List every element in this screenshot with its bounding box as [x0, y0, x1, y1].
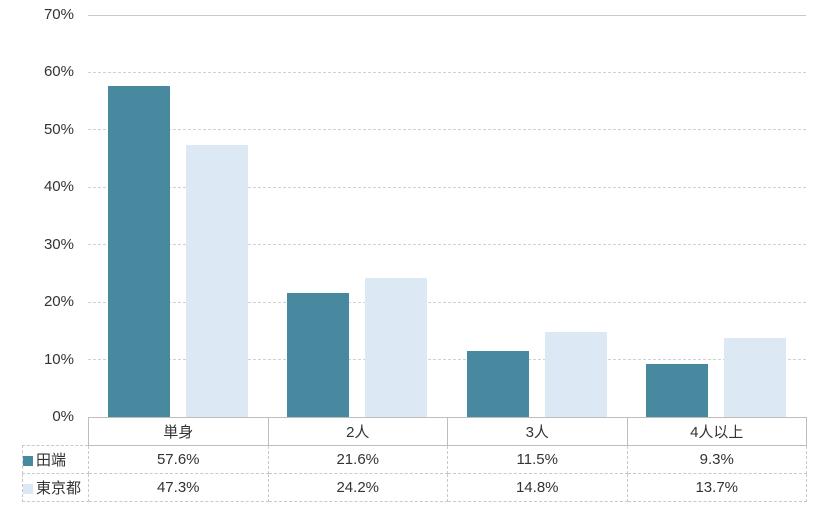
series-name-tabata: 田端	[36, 452, 67, 469]
category-label-4nin-ijou: 4人以上	[626, 417, 807, 446]
legend-swatch-tabata	[23, 456, 33, 466]
bar-東京都-4人以上	[724, 338, 787, 417]
gridline-30	[88, 244, 806, 246]
bar-東京都-2人	[365, 278, 428, 417]
category-label-2nin: 2人	[267, 417, 448, 446]
value-cell-tokyoto-tanshin: 47.3%	[88, 473, 269, 502]
gridline-60	[88, 71, 806, 73]
y-axis-tick-label-60: 60%	[43, 63, 74, 81]
bar-東京都-単身	[185, 145, 248, 417]
value-cell-tabata-3nin: 11.5%	[447, 445, 628, 474]
y-axis-tick-label-50: 50%	[43, 120, 74, 138]
data-table-wrap: 単身 2人 3人 4人以上 田端 57.6% 21.6% 11.5% 9.3% …	[22, 417, 807, 502]
bar-田端-単身	[107, 86, 170, 417]
category-header-row: 単身 2人 3人 4人以上	[23, 417, 807, 446]
value-cell-tabata-4nin: 9.3%	[626, 445, 807, 474]
legend-cell-tokyoto: 東京都	[22, 473, 89, 502]
bar-田端-2人	[287, 292, 350, 417]
table-corner-cell	[23, 418, 89, 446]
gridline-20	[88, 301, 806, 303]
value-cell-tokyoto-2nin: 24.2%	[267, 473, 448, 502]
value-cell-tokyoto-4nin: 13.7%	[626, 473, 807, 502]
legend-cell-tabata: 田端	[22, 445, 89, 474]
bar-田端-4人以上	[646, 363, 709, 417]
legend-swatch-tokyoto	[23, 484, 33, 494]
gridline-50	[88, 129, 806, 131]
y-axis-tick-label-10: 10%	[43, 350, 74, 368]
value-cell-tabata-tanshin: 57.6%	[88, 445, 269, 474]
series-name-tokyoto: 東京都	[36, 480, 82, 497]
series-row-tabata: 田端 57.6% 21.6% 11.5% 9.3%	[22, 445, 807, 474]
value-cell-tabata-2nin: 21.6%	[267, 445, 448, 474]
category-label-3nin: 3人	[447, 417, 628, 446]
y-axis-tick-label-30: 30%	[43, 235, 74, 253]
value-cell-tokyoto-3nin: 14.8%	[447, 473, 628, 502]
y-axis-tick-label-20: 20%	[43, 293, 74, 311]
bar-田端-3人	[466, 350, 529, 417]
gridline-40	[88, 186, 806, 188]
category-label-tanshin: 単身	[88, 417, 269, 446]
series-row-tokyoto: 東京都 47.3% 24.2% 14.8% 13.7%	[22, 473, 807, 502]
bar-東京都-3人	[544, 332, 607, 417]
data-table: 単身 2人 3人 4人以上 田端 57.6% 21.6% 11.5% 9.3% …	[22, 417, 807, 502]
y-axis-tick-label-40: 40%	[43, 178, 74, 196]
gridline-10	[88, 359, 806, 361]
gridline-70	[88, 14, 806, 16]
y-axis-tick-label-70: 70%	[43, 6, 74, 23]
y-axis-tick-label-0: 0%	[52, 408, 74, 425]
